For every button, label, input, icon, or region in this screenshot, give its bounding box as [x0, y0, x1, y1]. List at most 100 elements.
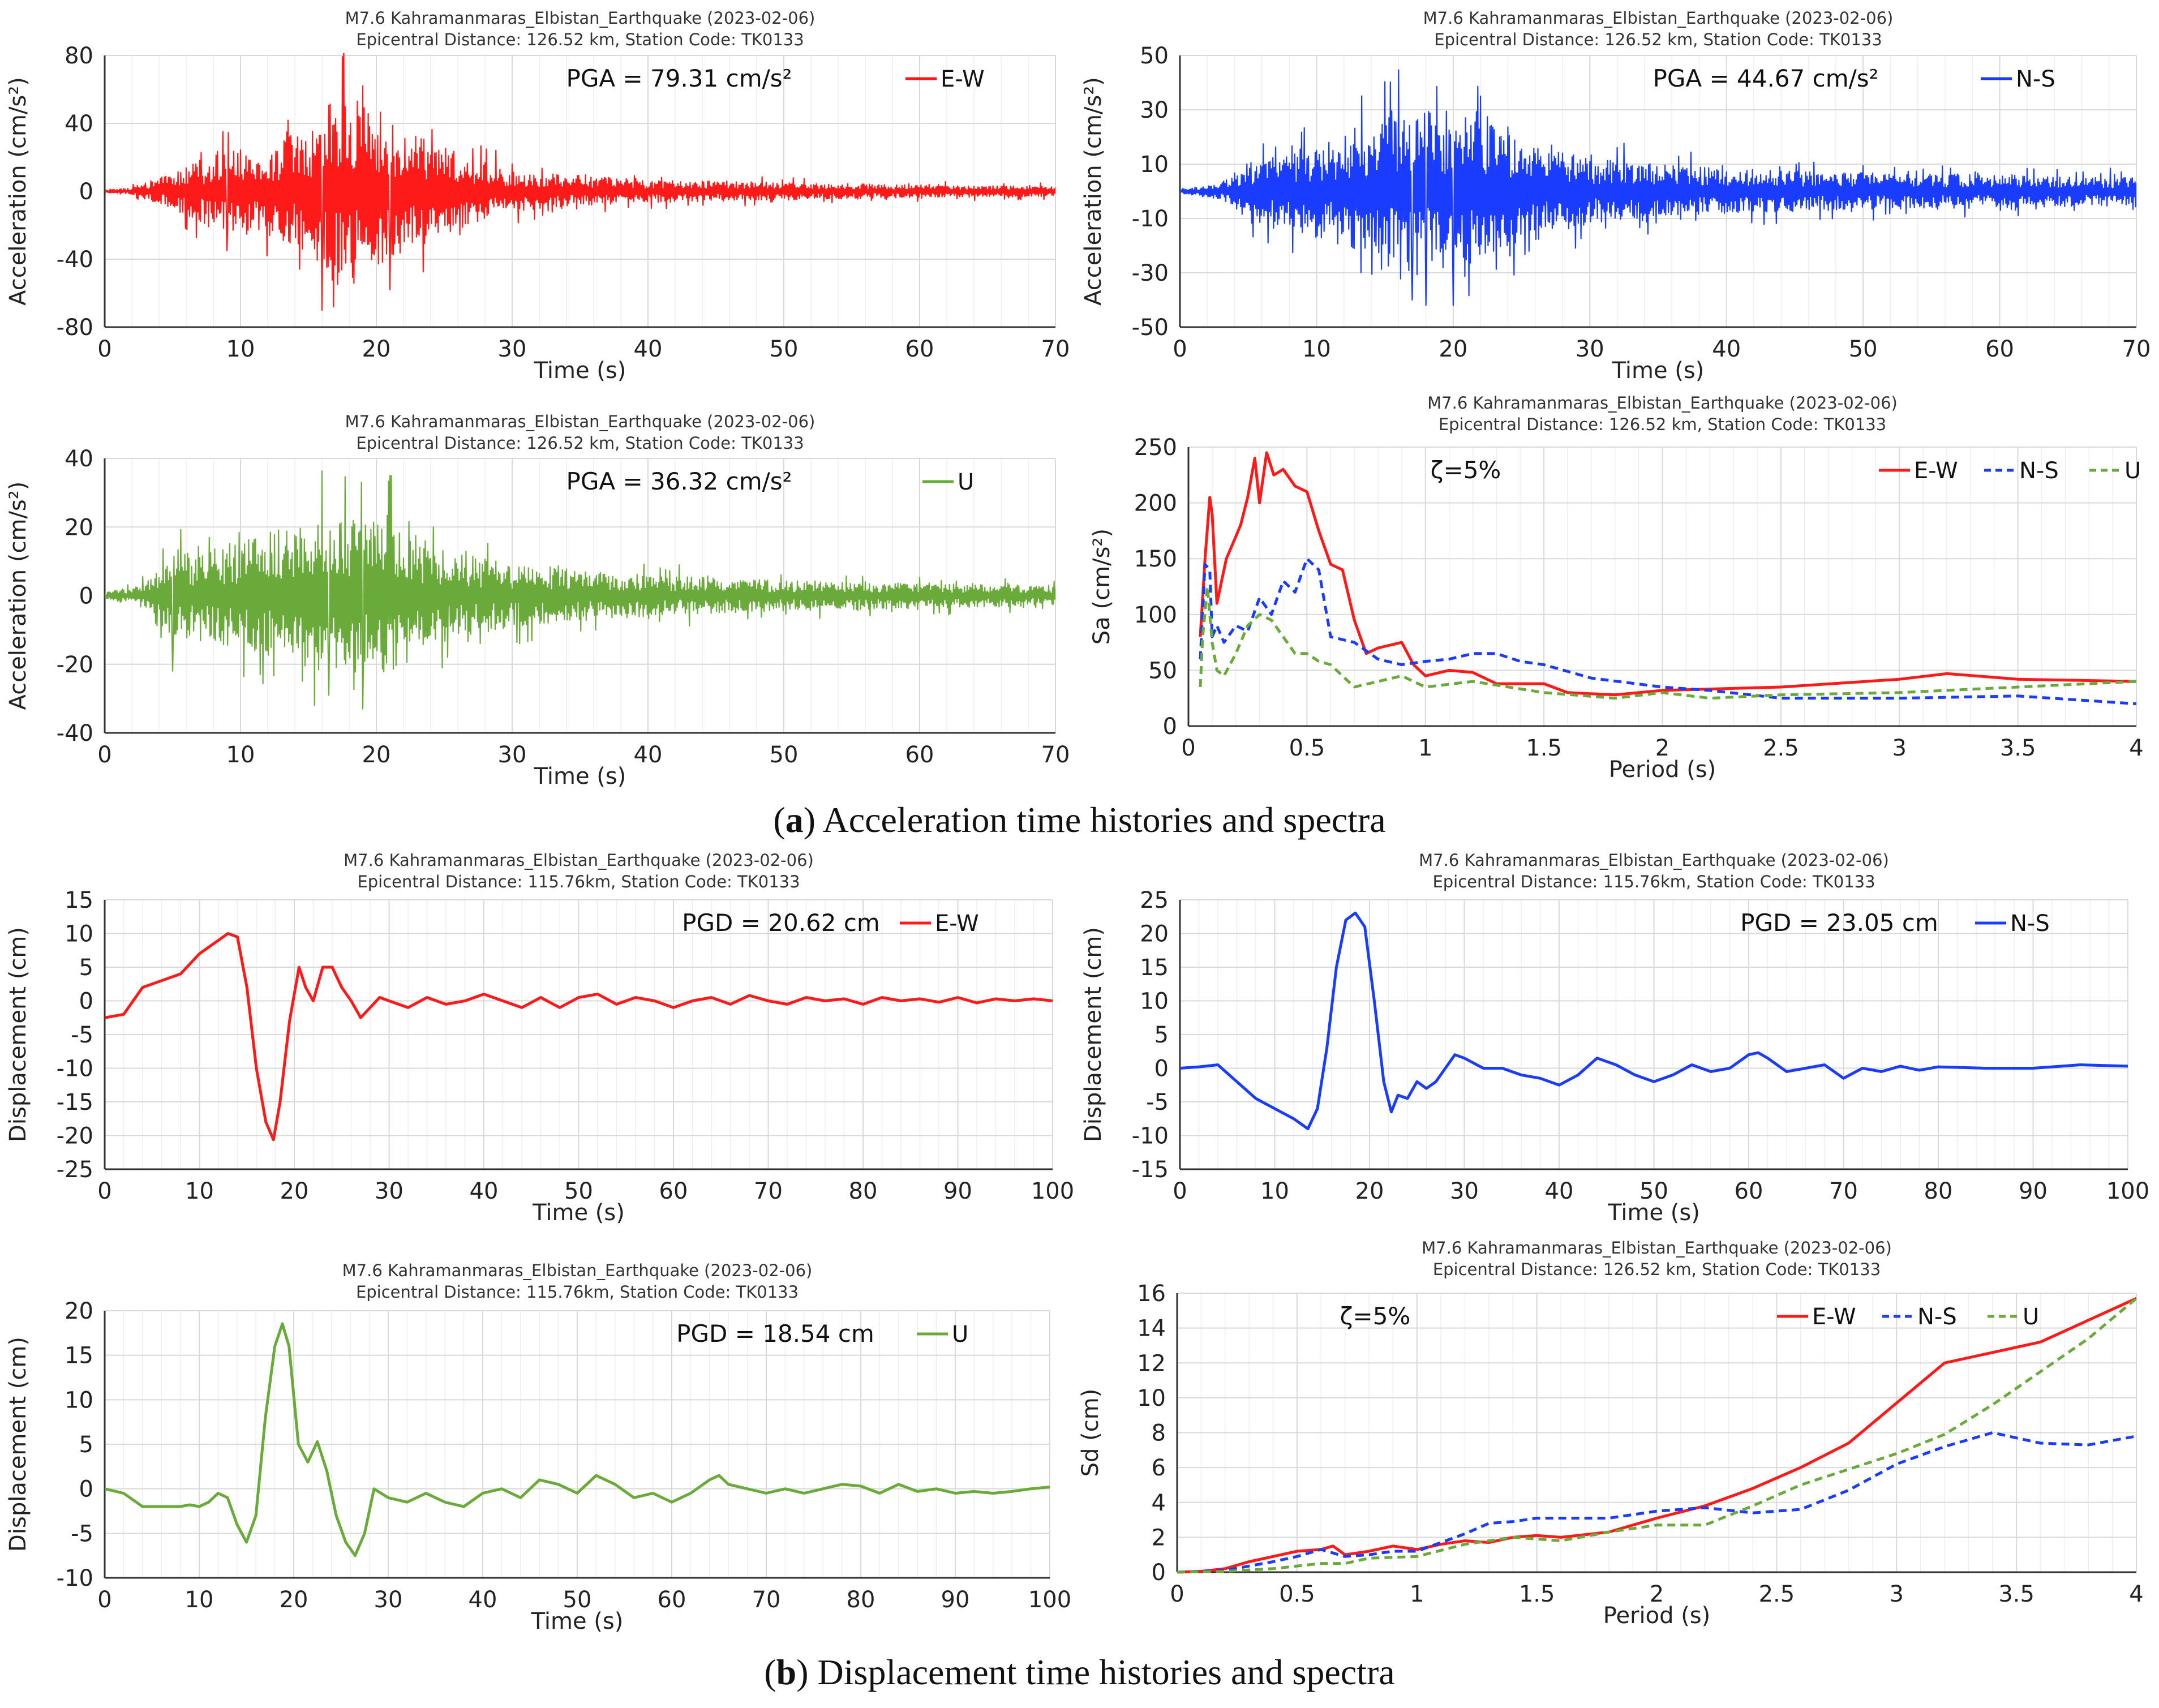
x-axis-label: Time (s): [1607, 1200, 1700, 1226]
y-tick-label: 40: [65, 111, 93, 137]
series-line-n-s: [1177, 1431, 2136, 1574]
x-tick-label: 50: [563, 1587, 592, 1613]
x-tick-label: 30: [374, 1587, 403, 1613]
caption-a-text: Acceleration time histories and spectra: [822, 800, 1386, 840]
series-line-e-w: [105, 53, 1055, 311]
x-tick-label: 3.5: [1998, 1581, 2034, 1607]
x-axis-label: Time (s): [534, 358, 626, 384]
x-tick-label: 2.5: [1763, 735, 1799, 761]
x-tick-label: 100: [1028, 1587, 1071, 1613]
legend-label-n-s: N-S: [2010, 911, 2050, 937]
caption-a-letter: a: [785, 800, 804, 840]
peak-annotation: PGA = 79.31 cm/s²: [566, 65, 792, 92]
legend-label-n-s: N-S: [2016, 66, 2055, 92]
x-tick-label: 10: [185, 1587, 214, 1613]
y-tick-label: 12: [1137, 1350, 1166, 1376]
peak-annotation: PGD = 20.62 cm: [682, 909, 880, 937]
y-tick-label: 150: [1134, 546, 1177, 572]
x-tick-label: 3: [1892, 735, 1907, 761]
caption-b-text: Displacement time histories and spectra: [817, 1652, 1395, 1692]
series-line-u: [1177, 1297, 2136, 1574]
x-tick-label: 20: [1355, 1178, 1384, 1204]
y-tick-label: 15: [65, 887, 93, 913]
x-tick-label: 60: [1985, 336, 2014, 362]
y-tick-label: -10: [1132, 1123, 1169, 1149]
legend-label-e-w: E-W: [1914, 458, 1958, 484]
x-tick-label: 90: [2019, 1178, 2048, 1204]
x-tick-label: 1.5: [1526, 735, 1562, 761]
chart-title: M7.6 Kahramanmaras_Elbistan_Earthquake (…: [1419, 851, 1889, 870]
peak-annotation: ζ=5%: [1431, 456, 1501, 484]
chart-disp-u: M7.6 Kahramanmaras_Elbistan_Earthquake (…: [5, 1261, 1071, 1634]
x-tick-label: 60: [905, 742, 934, 768]
y-tick-label: 2: [1152, 1525, 1166, 1551]
y-tick-label: -10: [57, 1565, 93, 1591]
legend-label-e-w: E-W: [935, 911, 979, 937]
x-tick-label: 0: [97, 742, 111, 768]
x-tick-label: 1: [1410, 1581, 1424, 1607]
chart-subtitle: Epicentral Distance: 115.76km, Station C…: [1432, 872, 1875, 891]
series-line-n-s: [1180, 69, 2136, 306]
chart-disp-ew: M7.6 Kahramanmaras_Elbistan_Earthquake (…: [5, 851, 1074, 1226]
x-tick-label: 40: [634, 742, 663, 768]
y-axis-label: Acceleration (cm/s²): [5, 482, 31, 710]
legend-label-u: U: [2023, 1304, 2039, 1330]
x-tick-label: 90: [941, 1587, 970, 1613]
x-tick-label: 20: [280, 1587, 308, 1613]
legend-label-u: U: [2124, 458, 2141, 484]
x-tick-label: 80: [849, 1178, 878, 1204]
y-tick-label: 30: [1140, 97, 1169, 123]
y-tick-label: 20: [65, 514, 93, 540]
y-tick-label: 20: [1140, 921, 1169, 947]
y-tick-label: 40: [65, 446, 93, 472]
chart-title: M7.6 Kahramanmaras_Elbistan_Earthquake (…: [345, 8, 815, 28]
y-tick-label: -40: [57, 247, 93, 273]
series-line-e-w: [1199, 451, 2136, 697]
x-tick-label: 60: [658, 1587, 686, 1613]
x-tick-label: 40: [634, 336, 663, 362]
peak-annotation: ζ=5%: [1340, 1302, 1411, 1330]
x-tick-label: 60: [659, 1178, 688, 1204]
y-tick-label: -15: [1132, 1157, 1169, 1183]
legend-label-e-w: E-W: [1812, 1304, 1856, 1330]
x-tick-label: 30: [1450, 1178, 1479, 1204]
caption-b: (b) Displacement time histories and spec…: [764, 1652, 1395, 1692]
y-tick-label: 0: [79, 583, 93, 610]
x-tick-label: 0.5: [1279, 1581, 1315, 1607]
y-tick-label: 10: [65, 1387, 93, 1413]
y-axis-label: Displacement (cm): [5, 1337, 31, 1552]
y-tick-label: 80: [65, 43, 93, 69]
chart-title: M7.6 Kahramanmaras_Elbistan_Earthquake (…: [1422, 1238, 1892, 1258]
x-tick-label: 1.5: [1519, 1581, 1555, 1607]
x-tick-label: 60: [1735, 1178, 1763, 1204]
chart-subtitle: Epicentral Distance: 126.52 km, Station …: [1439, 415, 1886, 434]
x-tick-label: 90: [943, 1178, 972, 1204]
x-tick-label: 0: [1170, 1581, 1184, 1607]
chart-disp-ns: M7.6 Kahramanmaras_Elbistan_Earthquake (…: [1080, 851, 2149, 1226]
y-tick-label: 10: [1140, 989, 1169, 1015]
chart-title: M7.6 Kahramanmaras_Elbistan_Earthquake (…: [1427, 393, 1898, 413]
x-tick-label: 2: [1650, 1581, 1664, 1607]
x-tick-label: 30: [375, 1178, 404, 1204]
y-tick-label: 25: [1140, 887, 1169, 913]
x-tick-label: 50: [770, 742, 799, 768]
chart-subtitle: Epicentral Distance: 126.52 km, Station …: [1433, 1260, 1881, 1279]
x-tick-label: 70: [1041, 742, 1070, 768]
y-tick-label: 16: [1137, 1281, 1166, 1307]
chart-title: M7.6 Kahramanmaras_Elbistan_Earthquake (…: [345, 412, 815, 431]
x-tick-label: 70: [1829, 1178, 1858, 1204]
x-tick-label: 2: [1655, 735, 1669, 761]
x-tick-label: 2.5: [1759, 1581, 1795, 1607]
y-tick-label: -80: [57, 315, 93, 341]
x-tick-label: 10: [185, 1178, 214, 1204]
x-tick-label: 40: [469, 1587, 497, 1613]
series-line-n-s: [1180, 911, 2128, 1131]
x-tick-label: 50: [1849, 336, 1878, 362]
y-axis-label: Acceleration (cm/s²): [1080, 77, 1106, 306]
x-tick-label: 70: [754, 1178, 783, 1204]
y-tick-label: -50: [1132, 315, 1169, 341]
chart-acc-ew: M7.6 Kahramanmaras_Elbistan_Earthquake (…: [5, 8, 1070, 384]
y-tick-label: 15: [1140, 955, 1169, 981]
y-axis-label: Sa (cm/s²): [1089, 529, 1115, 645]
chart-acc-ns: M7.6 Kahramanmaras_Elbistan_Earthquake (…: [1080, 8, 2151, 384]
